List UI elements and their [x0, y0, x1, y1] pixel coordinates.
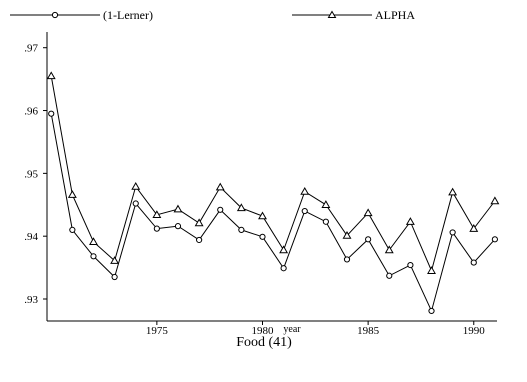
legend-marker-lerner	[51, 11, 59, 19]
series-alpha	[46, 71, 500, 274]
axes: .93 .94 .95 .96 .97 1975 1980 1985 1990	[24, 32, 497, 337]
chart-title: Food (41)	[236, 335, 292, 350]
y-tick-label: .96	[24, 106, 38, 118]
data-point-alpha	[469, 224, 479, 232]
legend-entry-alpha: ALPHA	[292, 8, 415, 22]
data-point-alpha	[321, 200, 331, 208]
data-point-lerner	[470, 259, 477, 266]
legend-entry-lerner: (1-Lerner)	[10, 8, 153, 22]
data-point-alpha	[194, 218, 204, 227]
data-point-alpha	[342, 230, 352, 239]
data-point-alpha	[110, 256, 120, 264]
data-point-alpha	[152, 210, 162, 219]
y-axis-ticks: .93 .94 .95 .96 .97	[24, 43, 47, 306]
data-point-lerner	[449, 229, 456, 236]
data-point-lerner	[428, 307, 435, 315]
x-tick-label: 1980	[251, 325, 274, 337]
data-point-alpha	[236, 203, 246, 212]
data-point-alpha	[405, 217, 415, 225]
data-point-lerner	[238, 226, 245, 234]
x-tick-label: 1985	[357, 325, 380, 337]
chart-legend: (1-Lerner) ALPHA	[10, 8, 415, 22]
data-point-lerner	[407, 261, 414, 269]
data-point-lerner	[90, 253, 97, 260]
data-point-alpha	[279, 245, 289, 254]
data-point-alpha	[215, 182, 225, 191]
data-point-lerner	[153, 225, 160, 232]
data-point-lerner	[322, 218, 329, 225]
data-point-alpha	[67, 190, 77, 198]
data-point-alpha	[448, 187, 458, 196]
data-point-lerner	[48, 110, 55, 117]
data-point-alpha	[89, 237, 98, 246]
data-point-lerner	[111, 273, 118, 281]
legend-label-alpha: ALPHA	[375, 8, 415, 22]
y-tick-label: .94	[24, 231, 38, 243]
x-tick-label: 1975	[146, 325, 169, 337]
legend-marker-alpha	[327, 10, 337, 18]
x-tick-label: 1990	[463, 325, 486, 337]
y-tick-label: .93	[24, 294, 38, 306]
data-point-alpha	[490, 196, 500, 205]
data-point-lerner	[69, 226, 76, 234]
series-line-lerner	[50, 113, 496, 313]
x-axis-ticks: 1975 1980 1985 1990	[146, 321, 485, 337]
data-point-lerner	[259, 233, 266, 240]
data-point-lerner	[196, 236, 203, 244]
data-point-alpha	[46, 71, 56, 80]
data-point-alpha	[300, 186, 310, 195]
data-point-lerner	[343, 256, 351, 263]
data-point-alpha	[131, 181, 141, 190]
data-point-lerner	[301, 207, 308, 215]
data-point-lerner	[491, 236, 498, 243]
data-point-alpha	[363, 208, 373, 217]
series-lerner	[48, 110, 498, 315]
y-tick-label: .95	[24, 168, 38, 180]
data-point-alpha	[173, 204, 183, 213]
data-point-alpha	[427, 266, 436, 274]
data-point-lerner	[174, 223, 182, 230]
data-point-lerner	[132, 200, 139, 207]
series-line-alpha	[50, 75, 496, 273]
data-point-lerner	[280, 265, 287, 272]
data-point-lerner	[217, 206, 224, 213]
data-point-alpha	[384, 245, 394, 254]
y-tick-label: .97	[24, 43, 38, 55]
data-point-lerner	[365, 236, 372, 243]
data-point-alpha	[258, 211, 267, 220]
legend-label-lerner: (1-Lerner)	[103, 8, 153, 22]
plot-area	[46, 71, 500, 315]
x-axis-label: year	[283, 324, 301, 335]
data-point-lerner	[386, 272, 393, 279]
